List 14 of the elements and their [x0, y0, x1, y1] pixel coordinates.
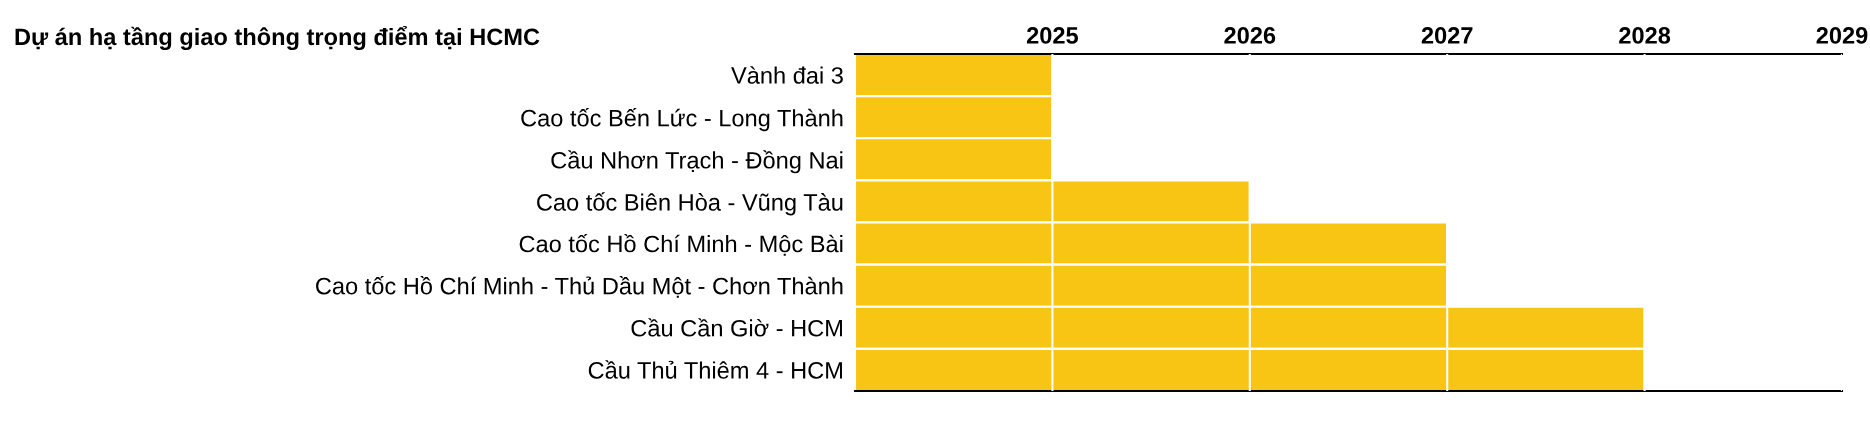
text: Dự án hạ tầng giao thông trọng điểm tại HCMC: [15, 25, 540, 50]
y-tick-label: Cầu Thủ Thiêm 4 - HCM: [588, 360, 842, 379]
y-tick-label: Cao tốc Hồ Chí Minh - Mộc Bài: [519, 233, 843, 256]
x-tick-label: 2025: [1026, 27, 1079, 44]
y-tick-label: Cầu Cần Giờ - HCM: [631, 318, 842, 337]
y-tick-label: Cao tốc Hồ Chí Minh - Thủ Dầu Một - Chơn Thành: [316, 276, 843, 298]
x-tick-label: 2028: [1619, 27, 1671, 44]
x-tick-label: 2029: [1816, 27, 1868, 44]
y-tick-label: Cầu Nhơn Trạch - Đồng Nai: [551, 150, 843, 174]
y-tick-label: Vành đai 3: [731, 66, 843, 84]
y-tick-label: Cao tốc Bến Lức - Long Thành: [521, 108, 843, 132]
y-tick-label: Cao tốc Biên Hòa - Vũng Tàu: [537, 192, 843, 216]
x-tick-label: 2027: [1421, 27, 1473, 44]
x-tick-label: 2026: [1224, 27, 1276, 44]
